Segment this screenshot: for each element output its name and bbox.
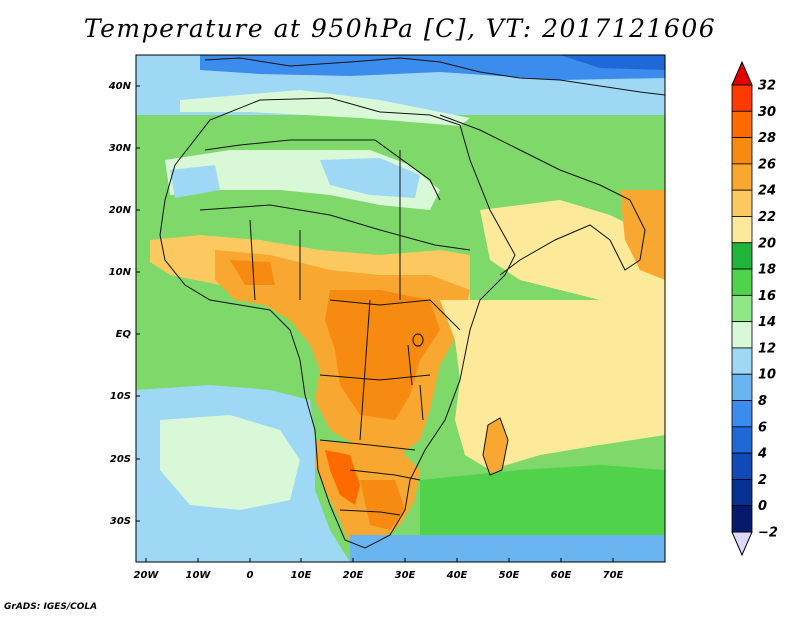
colorbar-segment [731, 321, 753, 349]
longitude-labels: 20W 10W 0 10E 20E 30E 40E 50E 60E 70E [134, 570, 624, 581]
lon-label: 50E [499, 570, 520, 581]
libya-blue [320, 158, 420, 198]
map-frame [135, 54, 666, 563]
lon-label: 70E [603, 570, 624, 581]
madagascar [483, 418, 508, 475]
south-indian-green [420, 465, 665, 535]
colorbar-level-label: 30 [758, 105, 776, 120]
axis-ticks [136, 85, 614, 562]
lon-label: 30E [395, 570, 416, 581]
arabia-warm [480, 200, 665, 300]
lon-label: 60E [551, 570, 572, 581]
colorbar-level-label: 8 [758, 394, 767, 409]
footer-credit: GrADS: IGES/COLA [4, 602, 98, 612]
colorbar-level-label: 26 [758, 157, 776, 172]
colorbar-segment [731, 163, 753, 191]
southern-ocean-blue [350, 535, 665, 562]
colorbar-level-label: 6 [758, 420, 767, 435]
colorbar-segment [731, 347, 753, 375]
colorbar-segment [731, 84, 753, 112]
map-plot-area [136, 55, 665, 562]
lakes [407, 333, 424, 421]
lon-label: 40E [446, 570, 468, 581]
colorbar-segment [731, 294, 753, 323]
colorbar-segment [731, 189, 753, 217]
west-africa-hot [230, 260, 275, 285]
colorbar-segment [731, 373, 753, 401]
colorbar-segment [731, 426, 753, 454]
sahara-blue [170, 165, 220, 198]
lat-label: 10S [110, 391, 131, 402]
colorbar-level-label: 32 [758, 79, 776, 94]
latitude-labels: 40N 30N 20N 10N EQ 10S 20S 30S [108, 81, 132, 527]
lon-label: 10W [186, 570, 212, 581]
lat-label: 30S [110, 516, 131, 527]
lon-label: 10E [291, 570, 312, 581]
europe-blue [200, 55, 665, 80]
lat-label: EQ [116, 329, 132, 340]
lat-label: 10N [109, 267, 132, 278]
colorbar-level-label: 24 [758, 184, 776, 199]
lat-label: 20S [110, 454, 131, 465]
lat-label: 20N [109, 205, 132, 216]
colorbar-level-label: 2 [758, 473, 767, 488]
colorbar-level-label: 18 [758, 263, 776, 278]
colorbar-segment [731, 137, 753, 165]
colorbar-level-label: 10 [758, 368, 776, 383]
colorbar-level-label: 14 [758, 315, 776, 330]
coastlines [159, 57, 665, 549]
colorbar-bottom-arrow [731, 531, 753, 557]
chart-title: Temperature at 950hPa [C], VT: 201712160… [83, 14, 717, 43]
colorbar-segment [731, 400, 753, 428]
colorbar-level-label: 22 [758, 210, 776, 225]
lat-label: 40N [108, 81, 132, 92]
colorbar-level-label: 0 [758, 499, 767, 514]
lon-label: 0 [247, 570, 254, 581]
colorbar-level-label: 20 [758, 236, 776, 251]
colorbar-segment [731, 505, 753, 533]
colorbar-segment [731, 110, 753, 138]
colorbar-level-label: 28 [758, 131, 776, 146]
mediterranean-warm [180, 90, 470, 126]
colorbar-segment [731, 242, 753, 270]
kalahari-hot [360, 480, 405, 530]
southern-africa-hot [325, 450, 360, 505]
lon-label: 20W [134, 570, 160, 581]
colorbar-level-label: 16 [758, 289, 776, 304]
colorbar-segment [731, 268, 753, 296]
lon-label: 20E [343, 570, 364, 581]
south-atlantic-pale [160, 415, 300, 510]
colorbar-segment [731, 479, 753, 507]
india-orange [620, 190, 665, 280]
colorbar-segment [731, 216, 753, 244]
colorbar-top-arrow [731, 60, 753, 86]
colorbar-level-label: −2 [758, 526, 778, 541]
europe-darkblue [560, 55, 665, 70]
colorbar-level-label: 4 [757, 447, 767, 462]
colorbar-level-label: 12 [758, 341, 776, 356]
colorbar-segment [731, 452, 753, 480]
lat-label: 30N [109, 143, 132, 154]
central-africa-hot [325, 290, 440, 420]
